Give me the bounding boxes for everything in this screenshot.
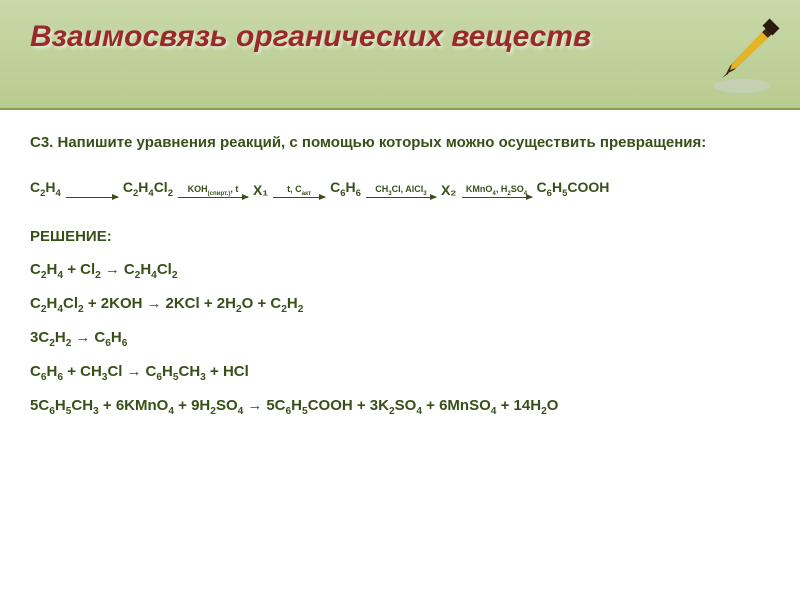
equation-3: 3C2H2→C6H6	[30, 329, 770, 349]
equation-2: C2H4Cl2 + 2KOH→2KCl + 2H2O + C2H2	[30, 295, 770, 315]
equation-1: C2H4 + Cl2→C2H4Cl2	[30, 261, 770, 281]
task-text: С3. Напишите уравнения реакций, с помощь…	[30, 132, 770, 155]
chain-arrow-3: CH3Cl, AlCl3	[366, 184, 436, 199]
content-area: С3. Напишите уравнения реакций, с помощь…	[0, 110, 800, 417]
chain-arrow-4: KMnO4, H2SO4	[462, 184, 532, 199]
arrow-condition: t, Cакт	[287, 184, 311, 197]
chain-mol-3: C6H6	[330, 179, 361, 199]
arrow-condition: KOH(спирт.), t	[188, 184, 239, 197]
chain-arrow-1: KOH(спирт.), t	[178, 184, 248, 199]
arrow-condition: CH3Cl, AlCl3	[375, 184, 426, 197]
chain-mol-5: C6H5COOH	[537, 179, 610, 199]
chain-mol-4: X₂	[441, 182, 457, 198]
chain-mol-0: C2H4	[30, 179, 61, 199]
equation-5: 5C6H5CH3 + 6KMnO4 + 9H2SO4→5C6H5COOH + 3…	[30, 397, 770, 417]
page-title: Взаимосвязь органических веществ	[30, 18, 770, 56]
fountain-pen-icon	[702, 18, 782, 98]
chain-arrow-0	[66, 196, 118, 198]
reaction-chain: C2H4 C2H4Cl2 KOH(спирт.), t X₁ t, Cакт C…	[30, 179, 770, 199]
chain-arrow-2: t, Cакт	[273, 184, 325, 199]
solution-heading: РЕШЕНИЕ:	[30, 228, 770, 245]
equation-4: C6H6 + CH3Cl→C6H5CH3 + HCl	[30, 363, 770, 383]
arrow-condition: KMnO4, H2SO4	[466, 184, 527, 197]
header-band: Взаимосвязь органических веществ	[0, 0, 800, 110]
chain-mol-2: X₁	[253, 182, 268, 198]
chain-mol-1: C2H4Cl2	[123, 179, 173, 199]
